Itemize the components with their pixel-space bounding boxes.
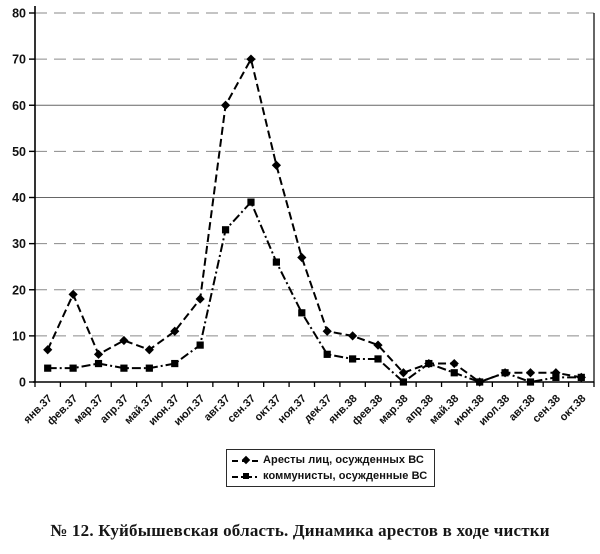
data-point-diamond: [119, 335, 129, 346]
data-point-square: [221, 226, 230, 234]
diamond-marker-icon: [232, 455, 259, 466]
data-point-square: [145, 364, 153, 372]
data-point-square: [374, 355, 382, 363]
data-point-diamond: [144, 345, 154, 355]
x-axis-label: сен.38: [530, 393, 563, 426]
data-point-square: [247, 198, 255, 206]
data-point-diamond: [246, 54, 256, 64]
data-point-diamond: [170, 326, 180, 336]
y-axis-label: 70: [12, 53, 26, 67]
x-axis-label: сен.37: [225, 393, 258, 426]
data-point-diamond: [525, 368, 536, 378]
data-point-diamond: [220, 100, 231, 110]
y-axis-label: 30: [12, 237, 26, 251]
data-point-diamond: [322, 326, 332, 336]
data-point-diamond: [551, 368, 561, 378]
data-point-square: [476, 378, 484, 386]
data-point-square: [120, 364, 128, 372]
data-point-diamond: [297, 252, 307, 263]
data-point-square: [349, 355, 357, 363]
y-axis-label: 80: [12, 7, 26, 21]
data-point-square: [323, 350, 331, 358]
data-point-diamond: [449, 358, 459, 369]
data-point-square: [450, 369, 458, 377]
data-point-square: [171, 359, 179, 368]
x-axis-label: окт.38: [557, 393, 588, 424]
chart-caption: № 12. Куйбышевская область. Динамика аре…: [50, 521, 550, 540]
data-point-diamond: [93, 349, 104, 359]
legend-item-communists: коммунисты, осужденные ВС: [232, 469, 427, 483]
line-chart: 01020304050607080янв.37фев.37мар.37апр.3…: [12, 6, 595, 428]
y-axis-label: 60: [12, 99, 26, 113]
data-point-diamond: [43, 345, 53, 355]
legend-label-communists: коммунисты, осужденные ВС: [263, 470, 428, 482]
data-point-square: [552, 373, 560, 381]
series-line-communists: [47, 200, 582, 384]
y-axis-label: 40: [12, 191, 26, 205]
y-axis-label: 50: [12, 145, 26, 159]
data-point-square: [425, 359, 433, 368]
data-point-square: [272, 258, 280, 266]
y-axis-label: 10: [12, 329, 26, 343]
data-point-diamond: [373, 340, 383, 350]
legend-label-arrests: Аресты лиц, осужденных ВС: [263, 454, 424, 466]
x-axis-label: ноя.37: [276, 393, 309, 426]
y-axis-label: 0: [19, 376, 26, 390]
data-point-diamond: [271, 160, 281, 170]
legend: Аресты лиц, осужденных ВС коммунисты, ос…: [226, 449, 436, 487]
data-point-square: [577, 373, 585, 381]
data-point-square: [399, 378, 408, 386]
data-point-square: [94, 359, 103, 368]
square-marker-icon: [232, 471, 259, 482]
data-point-square: [501, 369, 509, 377]
data-point-square: [526, 378, 535, 386]
data-point-square: [69, 364, 77, 372]
data-point-square: [298, 309, 306, 317]
data-point-diamond: [195, 294, 205, 304]
y-axis-label: 20: [12, 283, 26, 297]
data-point-square: [196, 341, 204, 349]
data-point-square: [44, 364, 52, 372]
data-point-diamond: [398, 368, 409, 378]
legend-item-arrests: Аресты лиц, осужденных ВС: [232, 453, 427, 467]
data-point-diamond: [68, 289, 78, 299]
data-point-diamond: [348, 331, 358, 341]
